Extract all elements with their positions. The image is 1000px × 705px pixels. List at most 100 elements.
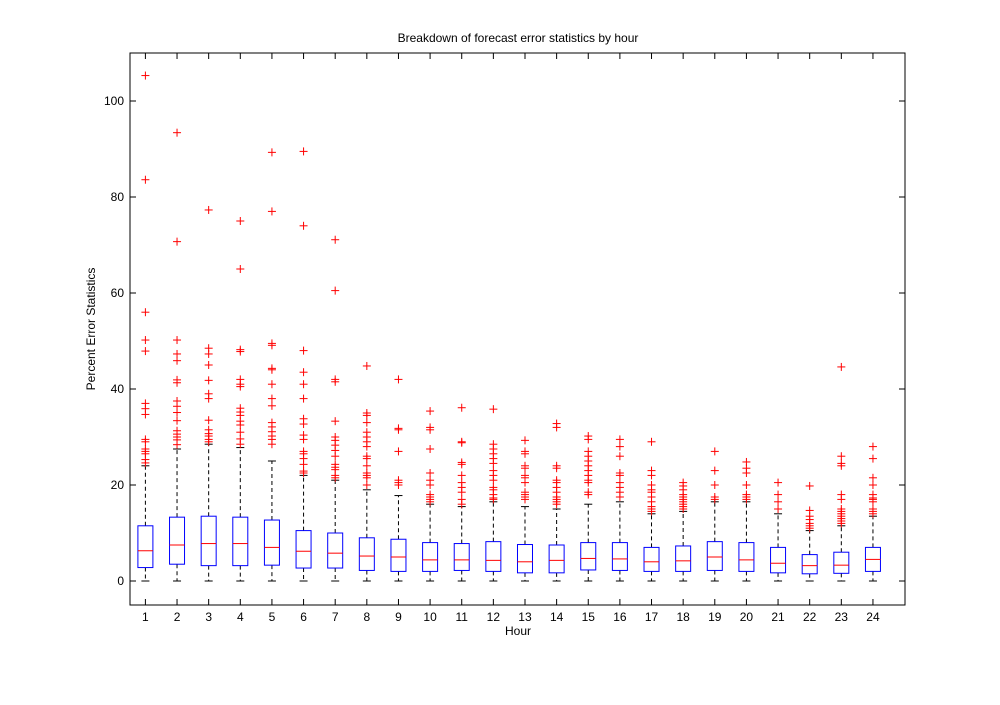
box-hour-11: [453, 403, 470, 582]
outlier-point: [299, 346, 308, 355]
box-hour-2: [169, 128, 186, 582]
outlier-point: [173, 336, 182, 345]
outlier-point: [426, 445, 435, 453]
x-tick-label: 8: [363, 610, 370, 624]
outlier-point: [457, 403, 466, 412]
y-tick-label: 0: [117, 574, 124, 588]
x-tick-label: 23: [835, 610, 849, 624]
outlier-point: [173, 237, 182, 246]
box-hour-14: [548, 419, 565, 582]
outlier-point: [331, 235, 340, 244]
outlier-point: [710, 447, 719, 456]
outlier-point: [584, 435, 593, 444]
iqr-box: [453, 543, 470, 571]
outlier-point: [426, 481, 435, 489]
outlier-point: [331, 417, 340, 426]
outlier-point: [426, 497, 435, 506]
outlier-point: [267, 380, 276, 389]
box-hour-19: [706, 447, 723, 582]
iqr-box: [516, 544, 533, 574]
outlier-point: [267, 207, 276, 216]
y-axis: 0 20 40 60 80 100: [104, 94, 905, 588]
outlier-point: [837, 362, 846, 371]
x-tick-label: 2: [174, 610, 181, 624]
box-hour-17: [643, 437, 660, 582]
box-hour-3: [200, 205, 217, 582]
outlier-point: [173, 416, 182, 425]
outlier-point: [331, 452, 340, 461]
outlier-point: [299, 147, 308, 156]
y-tick-label: 80: [111, 190, 125, 204]
outlier-point: [837, 452, 846, 461]
iqr-box: [738, 542, 755, 572]
box-hour-9: [390, 375, 407, 582]
outlier-point: [489, 459, 498, 468]
outlier-point: [457, 460, 466, 469]
x-tick-label: 7: [332, 610, 339, 624]
x-tick-label: 10: [423, 610, 437, 624]
outlier-point: [774, 490, 783, 499]
outlier-point: [267, 148, 276, 157]
outlier-point: [426, 425, 435, 434]
outlier-point: [362, 481, 371, 489]
outlier-point: [236, 428, 245, 437]
outlier-point: [204, 205, 213, 214]
iqr-box: [232, 516, 249, 567]
iqr-box: [675, 545, 692, 572]
x-axis: 1 2 3 4 5 6 7 8 9 10 11 12 13 14 15 16 17 18 19 20 21 22 23 24: [142, 53, 880, 624]
outlier-point: [426, 469, 435, 477]
outlier-point: [267, 365, 276, 374]
x-tick-label: 20: [740, 610, 754, 624]
outlier-point: [520, 478, 529, 487]
chart-title: Breakdown of forecast error statistics b…: [398, 31, 639, 45]
outlier-point: [141, 308, 150, 317]
outlier-point: [299, 221, 308, 230]
outlier-point: [837, 495, 846, 504]
outlier-point: [141, 458, 150, 467]
outlier-point: [710, 481, 719, 489]
iqr-box: [580, 542, 597, 571]
iqr-box: [137, 525, 154, 569]
outlier-point: [267, 394, 276, 403]
outlier-point: [552, 464, 561, 473]
x-tick-label: 6: [300, 610, 307, 624]
outlier-point: [615, 493, 624, 501]
x-tick-label: 9: [395, 610, 402, 624]
box-hour-22: [801, 481, 818, 582]
y-axis-label: Percent Error Statistics: [84, 268, 98, 391]
iqr-box: [643, 546, 660, 572]
y-tick-label: 20: [111, 478, 125, 492]
iqr-box: [801, 554, 818, 575]
outlier-point: [489, 495, 498, 504]
outlier-point: [204, 394, 213, 403]
outlier-point: [362, 411, 371, 420]
outlier-point: [331, 473, 340, 482]
outlier-point: [774, 478, 783, 487]
box-hour-10: [422, 407, 439, 582]
outlier-point: [489, 405, 498, 414]
outlier-point: [710, 495, 719, 504]
outlier-point: [837, 461, 846, 470]
outlier-point: [584, 490, 593, 499]
outlier-point: [868, 509, 877, 518]
outlier-point: [299, 368, 308, 377]
outlier-point: [647, 507, 656, 516]
plot-area: [137, 71, 881, 582]
iqr-box: [611, 542, 628, 571]
iqr-box: [200, 515, 217, 567]
outlier-point: [362, 418, 371, 427]
iqr-box: [833, 551, 850, 574]
outlier-point: [647, 437, 656, 446]
x-tick-label: 24: [866, 610, 880, 624]
x-tick-label: 21: [771, 610, 785, 624]
outlier-point: [362, 361, 371, 370]
outlier-point: [868, 442, 877, 451]
iqr-box: [295, 530, 312, 569]
iqr-box: [485, 541, 502, 572]
outlier-point: [299, 420, 308, 429]
box-hour-24: [864, 442, 881, 582]
outlier-point: [362, 442, 371, 451]
box-hour-8: [358, 361, 375, 582]
